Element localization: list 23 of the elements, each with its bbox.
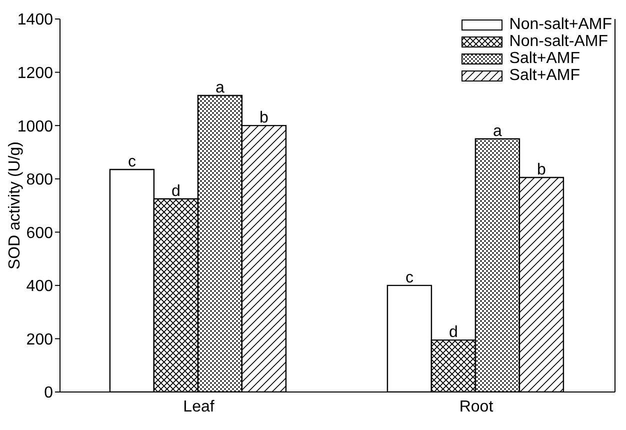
legend-label: Non-salt-AMF xyxy=(509,33,608,50)
y-axis-title: SOD activity (U/g) xyxy=(6,141,24,270)
data-label: b xyxy=(259,110,268,127)
y-tick-label: 1000 xyxy=(17,118,54,136)
data-label: d xyxy=(448,324,458,342)
x-tick-label: Root xyxy=(459,398,494,416)
data-label: b xyxy=(536,162,546,179)
y-tick-label: 400 xyxy=(26,278,54,296)
y-tick-label: 0 xyxy=(44,384,54,402)
legend-label: Salt+AMF xyxy=(509,67,580,84)
data-label: a xyxy=(215,79,224,96)
data-label: d xyxy=(171,182,180,200)
data-label: a xyxy=(492,122,502,140)
legend-label: Non-salt+AMF xyxy=(509,16,612,33)
y-tick-label: 1200 xyxy=(17,64,54,82)
y-tick-label: 1400 xyxy=(17,12,54,29)
legend-label: Salt+AMF xyxy=(509,50,580,67)
x-tick-label: Leaf xyxy=(183,398,215,416)
data-label: c xyxy=(405,269,414,286)
data-label: c xyxy=(128,154,136,171)
y-tick-label: 600 xyxy=(26,224,54,242)
y-tick-label: 800 xyxy=(26,172,54,189)
y-tick-label: 200 xyxy=(26,331,54,348)
